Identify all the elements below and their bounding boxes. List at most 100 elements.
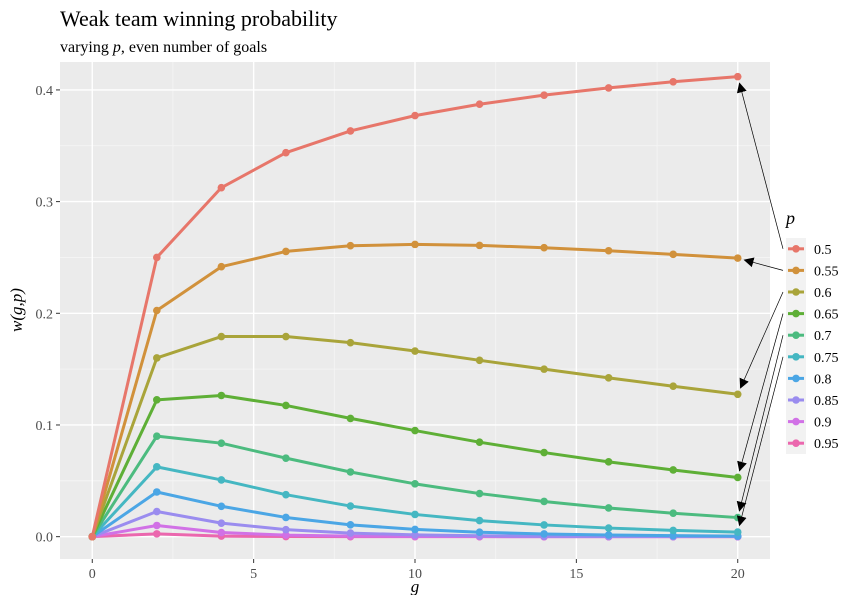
data-point-0.9 xyxy=(282,531,290,539)
data-point-0.65 xyxy=(346,414,355,423)
data-point-0.8 xyxy=(282,513,290,522)
data-point-0.5 xyxy=(411,111,419,120)
legend-label: 0.9 xyxy=(814,416,832,431)
annotation-arrow xyxy=(739,291,784,389)
data-point-0.55 xyxy=(346,241,355,250)
legend-key-point xyxy=(792,439,800,448)
legend-key-point xyxy=(792,266,800,275)
data-point-0.7 xyxy=(217,439,226,447)
legend-label: 0.8 xyxy=(814,372,832,387)
data-point-0.7 xyxy=(475,489,484,498)
data-point-0.8 xyxy=(153,488,161,496)
legend-label: 0.65 xyxy=(814,308,839,323)
data-point-0.7 xyxy=(411,480,419,488)
data-point-0.55 xyxy=(153,306,161,315)
data-point-0.75 xyxy=(411,510,419,519)
data-point-0.6 xyxy=(411,347,419,355)
legend-key-point xyxy=(792,309,800,318)
x-tick-label: 5 xyxy=(250,567,257,582)
data-point-0.5 xyxy=(88,532,97,541)
legend-label: 0.85 xyxy=(814,394,839,409)
annotation-arrow xyxy=(736,356,784,527)
x-tick-label: 15 xyxy=(569,567,583,582)
data-point-0.6 xyxy=(217,332,226,341)
data-point-0.7 xyxy=(282,454,290,462)
data-point-0.5 xyxy=(282,148,290,157)
data-point-0.8 xyxy=(669,531,677,540)
data-point-0.8 xyxy=(411,525,419,534)
data-point-0.55 xyxy=(411,240,419,249)
y-tick-label: 0.2 xyxy=(36,307,54,322)
chart-subtitle: varying p, even number of goals xyxy=(60,39,267,56)
legend-label: 0.6 xyxy=(814,286,832,301)
data-point-0.65 xyxy=(475,438,484,446)
data-point-0.75 xyxy=(733,528,742,536)
data-point-0.8 xyxy=(346,521,355,529)
data-point-0.8 xyxy=(540,530,548,538)
data-point-0.9 xyxy=(153,521,161,530)
annotation-arrows xyxy=(736,82,784,527)
data-point-0.5 xyxy=(217,183,226,192)
data-point-0.65 xyxy=(540,448,548,457)
data-point-0.85 xyxy=(346,529,355,537)
x-tick-label: 0 xyxy=(89,567,96,582)
data-point-0.75 xyxy=(217,476,226,484)
data-point-0.65 xyxy=(153,396,161,404)
y-tick-label: 0.0 xyxy=(36,531,54,546)
data-point-0.5 xyxy=(604,84,613,92)
data-point-0.7 xyxy=(669,509,677,518)
subtitle-variable: p xyxy=(112,39,121,56)
annotation-arrow xyxy=(736,335,784,512)
legend-label: 0.95 xyxy=(814,437,839,452)
data-point-0.7 xyxy=(346,468,355,476)
data-point-0.6 xyxy=(153,354,161,362)
data-point-0.5 xyxy=(475,100,484,109)
data-point-0.7 xyxy=(604,504,613,512)
x-tick-label: 20 xyxy=(731,567,745,582)
data-point-0.55 xyxy=(217,262,226,271)
data-point-0.5 xyxy=(733,72,742,81)
data-point-0.65 xyxy=(411,426,419,435)
data-point-0.5 xyxy=(346,127,355,135)
chart-title: Weak team winning probability xyxy=(60,6,337,31)
y-axis-title: w(g,p) xyxy=(7,288,26,332)
legend-key-point xyxy=(792,245,800,253)
data-point-0.65 xyxy=(669,466,677,474)
data-point-0.5 xyxy=(669,77,677,86)
legend-label: 0.7 xyxy=(814,329,832,344)
legend-key-point xyxy=(792,288,800,296)
data-point-0.55 xyxy=(604,246,613,255)
data-point-0.55 xyxy=(733,254,742,262)
data-point-0.6 xyxy=(604,374,613,382)
data-point-0.6 xyxy=(346,338,355,347)
x-axis-ticks: 0 5 10 15 20 xyxy=(89,559,745,582)
data-point-0.85 xyxy=(411,531,419,539)
legend-label: 0.55 xyxy=(814,264,839,279)
data-point-0.75 xyxy=(604,524,613,532)
data-point-0.75 xyxy=(475,516,484,525)
data-point-0.85 xyxy=(153,507,161,516)
data-point-0.8 xyxy=(604,531,613,539)
legend-key-point xyxy=(792,331,800,340)
x-tick-label: 10 xyxy=(408,567,422,582)
data-point-0.6 xyxy=(475,356,484,365)
data-point-0.55 xyxy=(475,241,484,250)
data-point-0.55 xyxy=(540,243,548,252)
data-point-0.65 xyxy=(604,458,613,466)
data-point-0.7 xyxy=(540,497,548,506)
annotation-arrow xyxy=(743,257,784,271)
data-point-0.8 xyxy=(217,502,226,511)
data-point-0.65 xyxy=(733,473,742,482)
legend-label: 0.5 xyxy=(814,243,832,258)
legend: 0.5 0.55 0.6 0.65 0.7 0.75 0.8 0.85 0.9 0.95 xyxy=(786,238,839,454)
data-point-0.75 xyxy=(540,521,548,529)
annotation-arrow xyxy=(737,313,784,472)
data-point-0.95 xyxy=(153,530,161,538)
data-point-0.8 xyxy=(475,528,484,536)
subtitle-suffix: , even number of goals xyxy=(121,39,267,56)
legend-key-point xyxy=(792,374,800,383)
data-point-0.5 xyxy=(153,253,161,262)
data-point-0.6 xyxy=(540,365,548,373)
x-axis-title: g xyxy=(411,577,420,595)
